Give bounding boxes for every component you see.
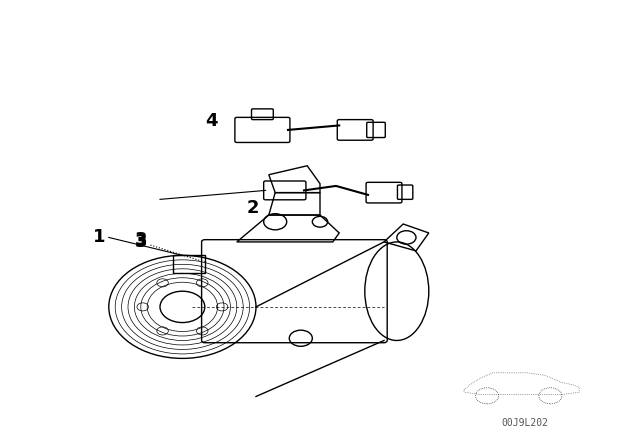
- Text: 3: 3: [134, 233, 147, 251]
- Text: 3: 3: [134, 231, 147, 249]
- Text: 1: 1: [93, 228, 106, 246]
- Text: 00J9L202: 00J9L202: [501, 418, 548, 428]
- Text: 4: 4: [205, 112, 218, 130]
- Text: 2: 2: [246, 199, 259, 217]
